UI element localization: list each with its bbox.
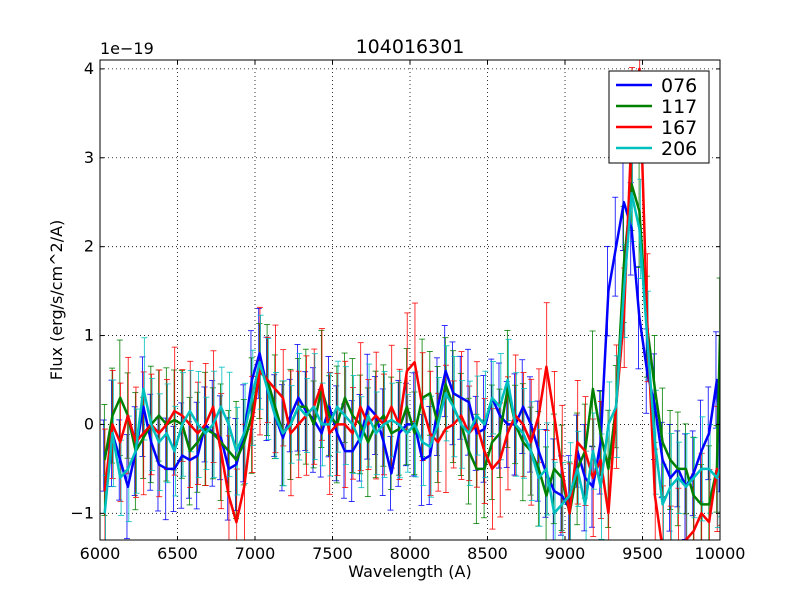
legend-label-167: 167 bbox=[661, 117, 697, 139]
y-axis-ticks: −1 0 1 2 3 4 bbox=[70, 59, 720, 522]
x-tick-label: 8500 bbox=[467, 544, 508, 563]
chart-title: 104016301 bbox=[356, 36, 465, 58]
x-tick-label: 9500 bbox=[622, 544, 663, 563]
series-line-206 bbox=[103, 192, 720, 515]
x-axis-label: Wavelength (A) bbox=[348, 562, 471, 581]
legend-label-117: 117 bbox=[661, 96, 697, 118]
x-tick-label: 7500 bbox=[312, 544, 353, 563]
x-axis-ticks: 6000 6500 7000 7500 8000 8500 9000 9500 10000 bbox=[80, 60, 746, 563]
y-tick-label: −1 bbox=[70, 503, 94, 522]
x-tick-label: 7000 bbox=[235, 544, 276, 563]
x-tick-label: 6000 bbox=[80, 544, 121, 563]
y-tick-label: 3 bbox=[84, 148, 94, 167]
legend-label-206: 206 bbox=[661, 138, 697, 160]
legend-label-076: 076 bbox=[661, 75, 697, 97]
y-tick-label: 1 bbox=[84, 326, 94, 345]
y-tick-label: 4 bbox=[84, 59, 94, 78]
x-tick-label: 10000 bbox=[695, 544, 746, 563]
x-tick-label: 6500 bbox=[157, 544, 198, 563]
y-axis-label: Flux (erg/s/cm^2/A) bbox=[47, 220, 66, 381]
x-tick-label: 8000 bbox=[390, 544, 431, 563]
x-tick-label: 9000 bbox=[545, 544, 586, 563]
y-tick-label: 0 bbox=[84, 414, 94, 433]
y-offset-label: 1e−19 bbox=[100, 39, 154, 58]
y-tick-label: 2 bbox=[84, 237, 94, 256]
series-lines bbox=[103, 67, 720, 540]
